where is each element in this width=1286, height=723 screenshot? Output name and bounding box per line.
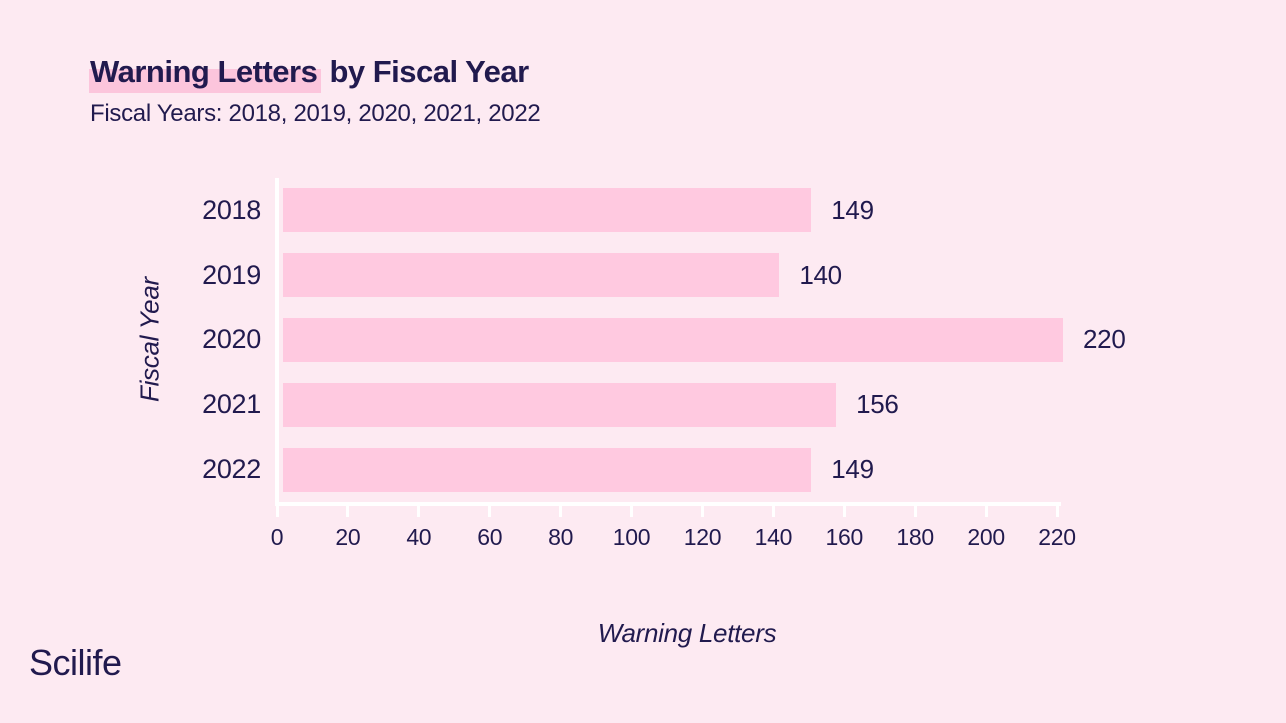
value-label: 149 [831, 454, 874, 485]
chart-subtitle: Fiscal Years: 2018, 2019, 2020, 2021, 20… [90, 100, 541, 127]
bar-row: 2021 156 [170, 372, 1270, 437]
tick-label: 20 [335, 524, 361, 550]
tick-mark [771, 502, 775, 517]
tick-label: 180 [896, 524, 934, 550]
tick-label: 60 [477, 524, 503, 550]
value-label: 156 [856, 389, 899, 420]
tick-label: 100 [612, 524, 651, 550]
tick-mark [700, 502, 704, 517]
x-axis-title: Warning Letters [597, 618, 777, 648]
bar [283, 317, 1063, 362]
tick-label: 200 [967, 524, 1005, 550]
chart-title: Warning Letters by Fiscal Year [89, 54, 529, 93]
value-label: 220 [1083, 324, 1126, 355]
bar-row: 2018 149 [170, 178, 1270, 243]
bar-row: 2019 140 [170, 243, 1270, 308]
value-label: 149 [831, 194, 874, 225]
category-label: 2020 [202, 324, 261, 355]
bar-row: 2020 220 [170, 308, 1270, 373]
value-label: 140 [799, 259, 842, 290]
x-axis-line [275, 502, 1061, 506]
tick-mark [488, 502, 492, 517]
bar [283, 447, 812, 492]
y-axis-title: Fiscal Year [134, 277, 165, 403]
tick-label: 220 [1038, 524, 1076, 550]
chart-title-rest: by Fiscal Year [321, 54, 529, 89]
category-label: 2018 [202, 194, 261, 225]
tick-label: 40 [406, 524, 432, 550]
bar [283, 188, 812, 233]
category-label: 2022 [202, 454, 261, 485]
bar-chart: 2018 149 2019 140 2020 220 2021 156 2022 149 [170, 178, 1270, 502]
bar-row: 2022 149 [170, 437, 1270, 502]
tick-label: 80 [548, 524, 574, 550]
tick-label: 0 [270, 524, 284, 550]
tick-mark [842, 502, 846, 517]
tick-mark [913, 502, 917, 517]
tick-mark [275, 502, 279, 517]
tick-label: 120 [683, 524, 722, 550]
tick-mark [559, 502, 563, 517]
tick-label: 140 [754, 524, 793, 550]
bar [283, 253, 780, 298]
category-label: 2021 [202, 389, 261, 420]
scilife-logo: Scilife [29, 642, 122, 683]
chart-title-highlighted-text: Warning Letters [89, 54, 322, 93]
category-label: 2019 [202, 259, 261, 290]
tick-mark [417, 502, 421, 517]
tick-mark [346, 502, 350, 517]
tick-mark [1055, 502, 1059, 517]
tick-mark [984, 502, 988, 517]
tick-label: 160 [825, 524, 864, 550]
tick-mark [630, 502, 634, 517]
bar [283, 382, 837, 427]
y-axis-line [275, 178, 279, 506]
